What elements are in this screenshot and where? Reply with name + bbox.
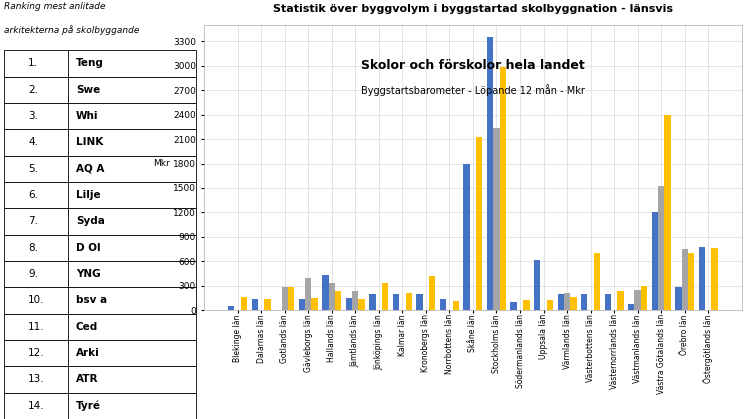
Text: bsv a: bsv a: [76, 295, 107, 305]
Bar: [288, 287, 294, 310]
Bar: [4, 366, 196, 393]
Text: ATR: ATR: [76, 375, 98, 385]
Bar: [688, 253, 695, 310]
Bar: [594, 253, 600, 310]
Text: 7.: 7.: [28, 217, 38, 227]
Bar: [359, 299, 365, 310]
Text: arkitekterna på skolbyggande: arkitekterna på skolbyggande: [4, 25, 139, 35]
Text: Byggstartsbarometer - Löpande 12 mån - Mkr: Byggstartsbarometer - Löpande 12 mån - M…: [361, 84, 585, 96]
Text: Ced: Ced: [76, 322, 98, 332]
Bar: [641, 287, 648, 310]
Bar: [369, 294, 376, 310]
Bar: [635, 290, 641, 310]
Bar: [493, 128, 500, 310]
Bar: [264, 300, 271, 310]
Bar: [4, 77, 196, 103]
Bar: [4, 129, 196, 155]
Bar: [476, 137, 483, 310]
Text: Syda: Syda: [76, 217, 105, 227]
Text: Statistik över byggvolym i byggstartad skolbyggnation - länsvis: Statistik över byggvolym i byggstartad s…: [273, 4, 673, 14]
Bar: [322, 275, 328, 310]
Bar: [712, 248, 718, 310]
Bar: [352, 291, 359, 310]
Bar: [298, 300, 305, 310]
Bar: [618, 291, 624, 310]
Text: Arki: Arki: [76, 348, 100, 358]
Bar: [510, 302, 517, 310]
Text: 5.: 5.: [28, 164, 38, 174]
Text: Whi: Whi: [76, 111, 98, 121]
Bar: [675, 287, 682, 310]
Text: 10.: 10.: [28, 295, 45, 305]
Text: 14.: 14.: [28, 401, 45, 411]
Bar: [251, 300, 258, 310]
Bar: [604, 294, 611, 310]
Text: AQ A: AQ A: [76, 164, 104, 174]
Text: 12.: 12.: [28, 348, 45, 358]
Text: Swe: Swe: [76, 85, 100, 95]
Text: 4.: 4.: [28, 137, 38, 147]
Bar: [658, 186, 665, 310]
Bar: [463, 163, 470, 310]
Bar: [534, 260, 540, 310]
Bar: [4, 50, 196, 77]
Bar: [335, 291, 342, 310]
Text: 9.: 9.: [28, 269, 38, 279]
Text: YNG: YNG: [76, 269, 101, 279]
Bar: [241, 297, 247, 310]
Bar: [416, 294, 423, 310]
Bar: [4, 287, 196, 314]
Bar: [628, 303, 635, 310]
Bar: [281, 287, 288, 310]
Bar: [699, 246, 705, 310]
Bar: [4, 182, 196, 208]
Bar: [311, 298, 318, 310]
Bar: [4, 103, 196, 129]
Bar: [4, 261, 196, 287]
Bar: [440, 300, 446, 310]
Bar: [346, 298, 352, 310]
Text: Teng: Teng: [76, 58, 104, 68]
Bar: [453, 301, 459, 310]
Bar: [665, 115, 671, 310]
Bar: [570, 297, 577, 310]
Bar: [228, 306, 234, 310]
Bar: [406, 293, 412, 310]
Bar: [564, 293, 570, 310]
Bar: [4, 314, 196, 340]
Text: 11.: 11.: [28, 322, 45, 332]
Text: 1.: 1.: [28, 58, 38, 68]
Bar: [4, 340, 196, 366]
Bar: [382, 283, 389, 310]
Text: 6.: 6.: [28, 190, 38, 200]
Text: 2.: 2.: [28, 85, 38, 95]
Text: 13.: 13.: [28, 375, 45, 385]
Bar: [4, 235, 196, 261]
Bar: [4, 155, 196, 182]
Bar: [305, 278, 311, 310]
Bar: [487, 37, 493, 310]
Bar: [581, 294, 587, 310]
Bar: [328, 283, 335, 310]
Text: D Ol: D Ol: [76, 243, 101, 253]
Bar: [547, 300, 553, 310]
Bar: [652, 212, 658, 310]
Text: LINK: LINK: [76, 137, 103, 147]
Text: 3.: 3.: [28, 111, 38, 121]
Bar: [4, 208, 196, 235]
Bar: [523, 300, 530, 310]
Text: Ranking mest anlitade: Ranking mest anlitade: [4, 2, 105, 11]
Text: Skolor och förskolor hela landet: Skolor och förskolor hela landet: [361, 59, 585, 72]
Bar: [682, 249, 688, 310]
Bar: [393, 294, 399, 310]
Text: Lilje: Lilje: [76, 190, 101, 200]
Bar: [4, 393, 196, 419]
Bar: [500, 67, 506, 310]
Text: Tyré: Tyré: [76, 401, 101, 411]
Bar: [557, 294, 564, 310]
Bar: [429, 276, 436, 310]
Text: 8.: 8.: [28, 243, 38, 253]
Y-axis label: Mkr: Mkr: [154, 159, 170, 168]
